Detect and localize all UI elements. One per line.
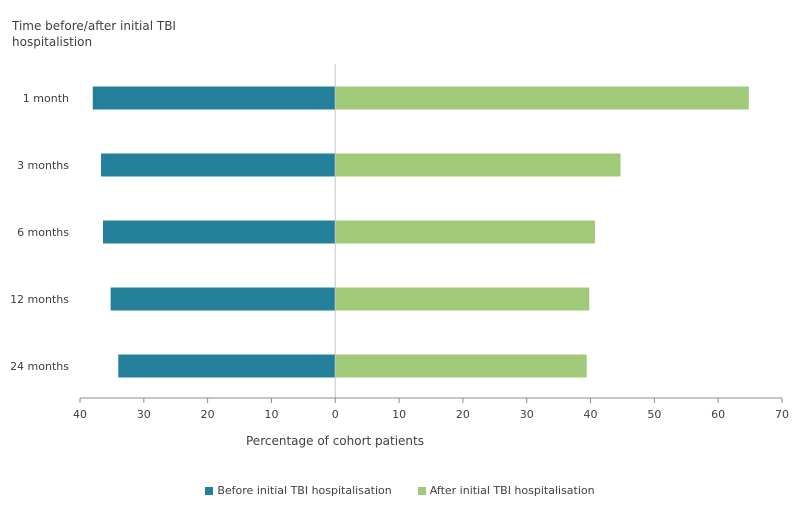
- category-label: 1 month: [23, 92, 69, 105]
- legend-label-after: After initial TBI hospitalisation: [429, 484, 595, 497]
- bar-after: [335, 220, 596, 244]
- x-ticks: 40 30 20 10 0 10 20 30 40 50 60 70: [73, 398, 789, 421]
- bar-after: [335, 86, 749, 110]
- legend-swatch-after: [417, 486, 426, 495]
- bars-group: [92, 86, 749, 378]
- bar-after: [335, 287, 590, 311]
- x-axis-title: Percentage of cohort patients: [246, 434, 424, 448]
- category-label: 12 months: [10, 293, 69, 306]
- x-tick-label: 40: [73, 408, 87, 421]
- bar-before: [101, 153, 336, 177]
- x-tick-label: 50: [647, 408, 661, 421]
- bar-after: [335, 153, 621, 177]
- x-tick-label: 20: [201, 408, 215, 421]
- y-axis-title: Time before/after initial TBI hospitalis…: [12, 19, 176, 49]
- legend-swatch-before: [205, 486, 214, 495]
- legend-item-before: Before initial TBI hospitalisation: [205, 484, 392, 497]
- category-label: 3 months: [17, 159, 69, 172]
- x-tick-label: 10: [264, 408, 278, 421]
- x-tick-label: 30: [137, 408, 151, 421]
- legend: Before initial TBI hospitalisation After…: [0, 484, 800, 497]
- x-tick-label: 10: [392, 408, 406, 421]
- x-tick-label: 60: [711, 408, 725, 421]
- legend-label-before: Before initial TBI hospitalisation: [217, 484, 392, 497]
- legend-item-after: After initial TBI hospitalisation: [417, 484, 595, 497]
- bar-chart: 1 month 3 months 6 months 12 months 24 month…: [10, 64, 789, 421]
- category-label: 24 months: [10, 360, 69, 373]
- x-tick-label: 30: [520, 408, 534, 421]
- x-tick-label: 0: [332, 408, 339, 421]
- bar-before: [102, 220, 336, 244]
- bar-before: [118, 354, 336, 378]
- bar-before: [110, 287, 336, 311]
- bar-before: [92, 86, 336, 110]
- x-tick-label: 40: [584, 408, 598, 421]
- category-labels: 1 month 3 months 6 months 12 months 24 month…: [10, 92, 69, 373]
- bar-after: [335, 354, 587, 378]
- x-tick-label: 70: [775, 408, 789, 421]
- category-label: 6 months: [17, 226, 69, 239]
- x-tick-label: 20: [456, 408, 470, 421]
